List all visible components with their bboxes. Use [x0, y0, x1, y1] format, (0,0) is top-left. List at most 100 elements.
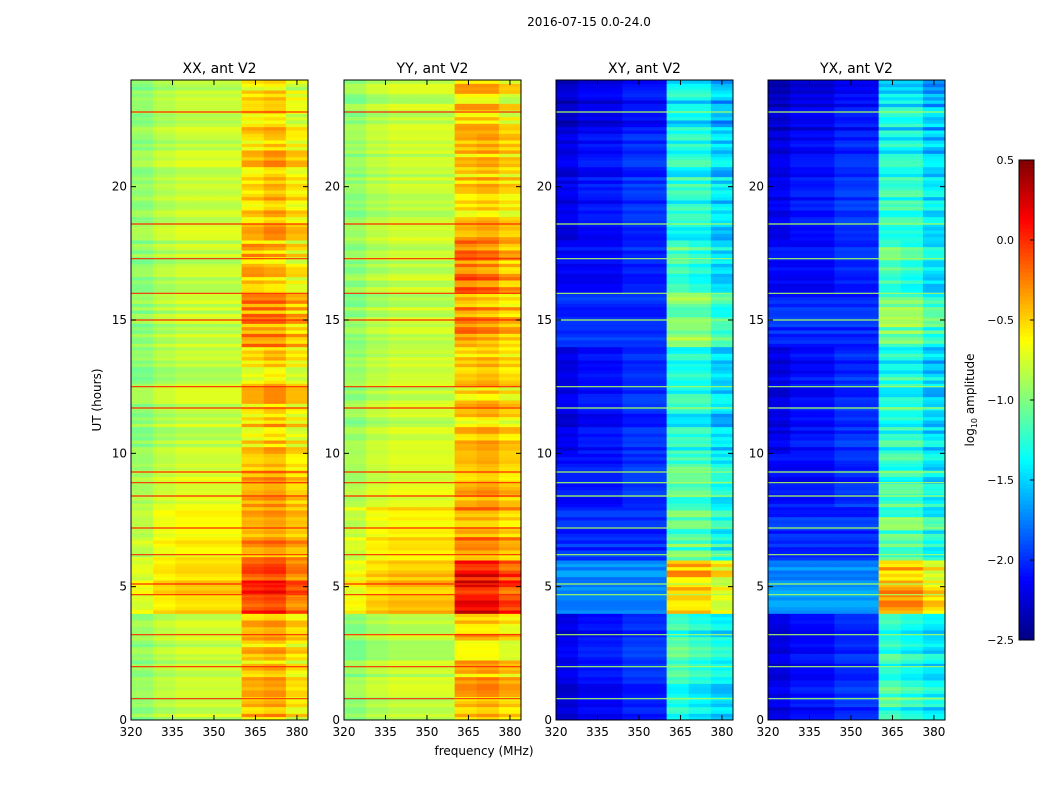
heatmap-cell — [388, 693, 411, 697]
heatmap-cell — [600, 703, 623, 707]
heatmap-cell — [556, 463, 579, 467]
heatmap-cell — [556, 167, 579, 171]
heatmap-cell — [578, 173, 601, 177]
heatmap-cell — [264, 193, 287, 197]
heatmap-cell — [578, 213, 601, 217]
heatmap-cell — [455, 80, 478, 84]
heatmap-cell — [410, 597, 433, 601]
heatmap-cell — [812, 683, 835, 687]
heatmap-cell — [388, 437, 411, 441]
heatmap-cell — [366, 107, 389, 111]
heatmap-cell — [197, 200, 220, 204]
heatmap-cell — [667, 373, 690, 377]
heatmap-cell — [812, 703, 835, 707]
heatmap-cell — [220, 543, 243, 547]
heatmap-cell — [645, 380, 668, 384]
heatmap-cell — [388, 613, 411, 617]
heatmap-cell — [857, 623, 880, 627]
heatmap-cell — [556, 597, 579, 601]
heatmap-cell — [344, 217, 367, 221]
heatmap-cell — [175, 147, 198, 151]
heatmap-cell — [410, 80, 433, 84]
heatmap-cell — [600, 590, 623, 594]
heatmap-cell — [344, 510, 367, 514]
heatmap-cell — [689, 637, 712, 641]
heatmap-cell — [433, 687, 456, 691]
heatmap-cell — [286, 543, 309, 547]
heatmap-cell — [197, 267, 220, 271]
heatmap-cell — [131, 647, 154, 651]
heatmap-cell — [197, 87, 220, 91]
heatmap-cell — [197, 467, 220, 471]
heatmap-cell — [600, 463, 623, 467]
heatmap-cell — [286, 343, 309, 347]
heatmap-cell — [689, 690, 712, 694]
heatmap-cell — [689, 380, 712, 384]
heatmap-cell — [175, 443, 198, 447]
heatmap-cell — [622, 140, 645, 144]
heatmap-cell — [153, 523, 176, 527]
heatmap-cell — [388, 303, 411, 307]
heatmap-cell — [622, 530, 645, 534]
heatmap-cell — [220, 370, 243, 374]
heatmap-cell — [923, 643, 946, 647]
heatmap-cell — [645, 657, 668, 661]
heatmap-cell — [923, 677, 946, 681]
heatmap-cell — [768, 690, 791, 694]
heatmap-cell — [286, 393, 309, 397]
heatmap-cell — [344, 260, 367, 264]
heatmap-cell — [433, 580, 456, 584]
heatmap-cell — [220, 230, 243, 234]
heatmap-cell — [153, 457, 176, 461]
heatmap-cell — [600, 433, 623, 437]
heatmap-cell — [667, 173, 690, 177]
heatmap-cell — [499, 680, 522, 684]
heatmap-cell — [242, 167, 265, 171]
heatmap-cell — [622, 680, 645, 684]
heatmap-cell — [131, 233, 154, 237]
heatmap-cell — [455, 260, 478, 264]
heatmap-cell — [344, 673, 367, 677]
heatmap-cell — [477, 377, 500, 381]
heatmap-cell — [220, 283, 243, 287]
heatmap-cell — [667, 540, 690, 544]
heatmap-cell — [197, 123, 220, 127]
heatmap-cell — [220, 463, 243, 467]
heatmap-cell — [499, 430, 522, 434]
heatmap-cell — [622, 100, 645, 104]
heatmap-cell — [689, 423, 712, 427]
heatmap-cell — [499, 233, 522, 237]
heatmap-cell — [220, 140, 243, 144]
heatmap-cell — [153, 617, 176, 621]
heatmap-cell — [220, 443, 243, 447]
heatmap-cell — [711, 193, 734, 197]
heatmap-cell — [175, 230, 198, 234]
heatmap-cell — [366, 327, 389, 331]
heatmap-cell — [388, 683, 411, 687]
heatmap-cell — [455, 413, 478, 417]
heatmap-cell — [175, 670, 198, 674]
heatmap-cell — [242, 497, 265, 501]
heatmap-cell — [410, 447, 433, 451]
heatmap-cell — [600, 613, 623, 617]
heatmap-cell — [556, 380, 579, 384]
heatmap-cell — [433, 153, 456, 157]
heatmap-cell — [388, 340, 411, 344]
heatmap-cell — [220, 440, 243, 444]
heatmap-cell — [197, 307, 220, 311]
heatmap-cell — [600, 410, 623, 414]
heatmap-cell — [197, 540, 220, 544]
heatmap-cell — [578, 670, 601, 674]
heatmap-cell — [622, 217, 645, 221]
heatmap-cell — [153, 573, 176, 577]
heatmap-cell — [645, 93, 668, 97]
heatmap-cell — [220, 517, 243, 521]
heatmap-cell — [220, 580, 243, 584]
heatmap-cell — [578, 107, 601, 111]
heatmap-cell — [667, 177, 690, 181]
heatmap-cell — [477, 700, 500, 704]
heatmap-cell — [264, 707, 287, 711]
heatmap-cell — [131, 277, 154, 281]
heatmap-cell — [366, 137, 389, 141]
